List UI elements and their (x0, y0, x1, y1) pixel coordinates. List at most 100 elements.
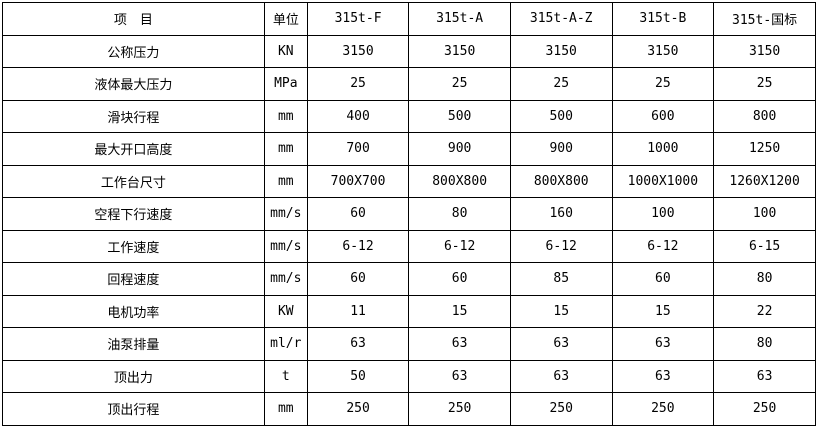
value-cell: 80 (713, 327, 816, 361)
value-cell: 250 (713, 392, 816, 426)
value-cell: 700 (306, 132, 410, 166)
value-cell: 6-15 (713, 229, 816, 263)
spec-table: 项 目单位 315t-F 315t-A 315t-A-Z 315t-B 315t-国标 公称… (2, 2, 816, 426)
value-cell: 160 (509, 197, 613, 231)
value-cell: 6-12 (509, 229, 613, 263)
table-row: 工作台尺寸 mm 700X700 800X800 800X800 1000X1000 126… (2, 164, 816, 198)
value-cell: 15 (408, 294, 511, 328)
value-cell: 100 (611, 197, 715, 231)
value-cell: 400 (306, 99, 410, 133)
value-cell: 900 (408, 132, 511, 166)
value-cell: 25 (611, 67, 715, 101)
value-cell: 800 (713, 99, 816, 133)
value-cell: 100 (713, 197, 816, 231)
row-label: 工作速度 (2, 229, 265, 263)
table-row: 顶出力 t 50 63 63 63 63 (2, 359, 816, 393)
row-label: 滑块行程 (2, 99, 265, 133)
value-cell: 315t-A-Z (509, 2, 613, 36)
table-row: 滑块行程 mm 400 500 500 600 800 (2, 99, 816, 133)
value-cell: 315t-F (306, 2, 410, 36)
value-cell: 60 (306, 262, 410, 296)
value-cell: 900 (509, 132, 613, 166)
value-cell: 1000X1000 (611, 164, 715, 198)
value-cell: 3150 (611, 34, 715, 68)
value-cell: 15 (509, 294, 613, 328)
value-cell: 250 (306, 392, 410, 426)
value-cell: 63 (713, 359, 816, 393)
value-cell: 800X800 (408, 164, 511, 198)
value-cell: 6-12 (306, 229, 410, 263)
value-cell: 60 (306, 197, 410, 231)
unit-cell: mm/s (263, 262, 308, 296)
value-cell: 63 (611, 359, 715, 393)
value-cell: 250 (509, 392, 613, 426)
value-cell: 63 (408, 359, 511, 393)
row-label: 顶出行程 (2, 392, 265, 426)
value-cell: 80 (408, 197, 511, 231)
value-cell: 315t-B (611, 2, 715, 36)
table-row: 液体最大压力 MPa 25 25 25 25 25 (2, 67, 816, 101)
unit-cell: t (263, 359, 308, 393)
table-row: 公称压力 KN 3150 3150 3150 3150 3150 (2, 34, 816, 68)
value-cell: 63 (509, 359, 613, 393)
unit-cell: KW (263, 294, 308, 328)
unit-cell: mm/s (263, 229, 308, 263)
unit-cell: ml/r (263, 327, 308, 361)
row-label: 项 目 (2, 2, 265, 36)
value-cell: 6-12 (408, 229, 511, 263)
table-row: 油泵排量 ml/r 63 63 63 63 80 (2, 327, 816, 361)
row-label: 顶出力 (2, 359, 265, 393)
value-cell: 315t-国标 (713, 2, 816, 36)
value-cell: 800X800 (509, 164, 613, 198)
unit-cell: mm (263, 99, 308, 133)
value-cell: 22 (713, 294, 816, 328)
value-cell: 85 (509, 262, 613, 296)
unit-cell: mm (263, 392, 308, 426)
table-row: 回程速度 mm/s 60 60 85 60 80 (2, 262, 816, 296)
value-cell: 50 (306, 359, 410, 393)
value-cell: 60 (408, 262, 511, 296)
value-cell: 500 (408, 99, 511, 133)
value-cell: 600 (611, 99, 715, 133)
value-cell: 315t-A (408, 2, 511, 36)
table-row: 顶出行程 mm 250 250 250 250 250 (2, 392, 816, 426)
row-label: 最大开口高度 (2, 132, 265, 166)
value-cell: 3150 (509, 34, 613, 68)
value-cell: 63 (509, 327, 613, 361)
table-row: 空程下行速度 mm/s 60 80 160 100 100 (2, 197, 816, 231)
unit-cell: mm (263, 132, 308, 166)
table-row: 最大开口高度 mm 700 900 900 1000 1250 (2, 132, 816, 166)
row-label: 回程速度 (2, 262, 265, 296)
row-label: 油泵排量 (2, 327, 265, 361)
value-cell: 63 (306, 327, 410, 361)
header-row: 项 目单位 315t-F 315t-A 315t-A-Z 315t-B 315t-国标 (2, 2, 816, 36)
value-cell: 1260X1200 (713, 164, 816, 198)
value-cell: 80 (713, 262, 816, 296)
unit-cell: mm (263, 164, 308, 198)
value-cell: 250 (408, 392, 511, 426)
unit-cell: 单位 (263, 2, 308, 36)
value-cell: 15 (611, 294, 715, 328)
row-label: 空程下行速度 (2, 197, 265, 231)
unit-cell: mm/s (263, 197, 308, 231)
value-cell: 3150 (713, 34, 816, 68)
value-cell: 500 (509, 99, 613, 133)
value-cell: 3150 (306, 34, 410, 68)
value-cell: 63 (408, 327, 511, 361)
value-cell: 25 (713, 67, 816, 101)
value-cell: 1250 (713, 132, 816, 166)
value-cell: 1000 (611, 132, 715, 166)
value-cell: 60 (611, 262, 715, 296)
row-label: 工作台尺寸 (2, 164, 265, 198)
value-cell: 700X700 (306, 164, 410, 198)
value-cell: 3150 (408, 34, 511, 68)
value-cell: 25 (408, 67, 511, 101)
value-cell: 25 (509, 67, 613, 101)
value-cell: 11 (306, 294, 410, 328)
row-label: 公称压力 (2, 34, 265, 68)
table-row: 电机功率 KW 11 15 15 15 22 (2, 294, 816, 328)
row-label: 电机功率 (2, 294, 265, 328)
value-cell: 25 (306, 67, 410, 101)
unit-cell: KN (263, 34, 308, 68)
table-row: 工作速度 mm/s 6-12 6-12 6-12 6-12 6-15 (2, 229, 816, 263)
